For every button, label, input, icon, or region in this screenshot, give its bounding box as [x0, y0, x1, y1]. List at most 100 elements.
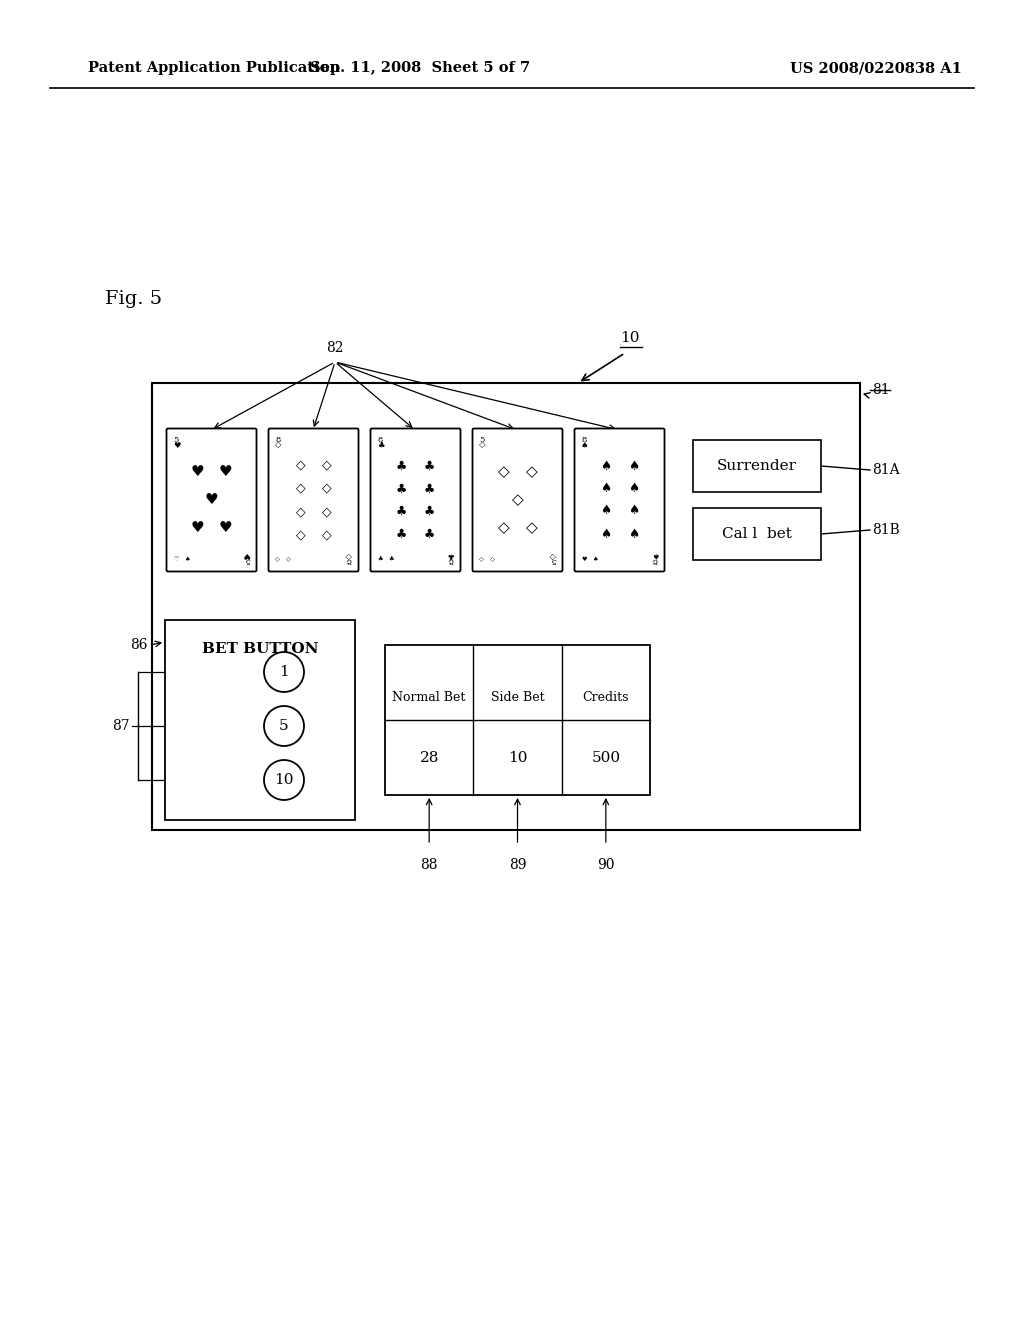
Text: ◇: ◇: [275, 557, 280, 562]
Text: ◇: ◇: [296, 482, 305, 495]
Text: ♥: ♥: [190, 520, 205, 536]
Text: ♣: ♣: [396, 528, 408, 540]
Text: ◇: ◇: [550, 550, 556, 560]
Text: ♥: ♥: [219, 465, 232, 479]
Text: 81: 81: [872, 383, 890, 397]
Text: ◇: ◇: [525, 465, 538, 479]
Text: ♠: ♠: [628, 504, 639, 517]
Text: ♠: ♠: [628, 528, 639, 540]
Text: ◇: ◇: [498, 520, 509, 536]
Text: ♥: ♥: [190, 465, 205, 479]
Text: ◇: ◇: [479, 557, 483, 562]
Text: ♣: ♣: [424, 528, 435, 540]
Text: ◇: ◇: [275, 441, 282, 450]
Text: BET BUTTON: BET BUTTON: [202, 642, 318, 656]
Text: 8: 8: [449, 556, 454, 564]
Text: ♥: ♥: [243, 550, 250, 560]
Text: ♠: ♠: [600, 528, 611, 540]
Text: ♣: ♣: [396, 459, 408, 473]
Text: ♠: ♠: [581, 441, 589, 450]
Circle shape: [264, 706, 304, 746]
Bar: [693, 440, 821, 492]
Text: 88: 88: [421, 858, 438, 873]
Text: Sep. 11, 2008  Sheet 5 of 7: Sep. 11, 2008 Sheet 5 of 7: [310, 61, 530, 75]
Text: 500: 500: [591, 751, 621, 764]
Text: ♡: ♡: [173, 557, 178, 562]
Text: ♣: ♣: [424, 504, 435, 517]
Text: ♠: ♠: [628, 483, 639, 495]
Text: 10: 10: [274, 774, 294, 787]
Text: ♠: ♠: [650, 550, 658, 560]
Text: ♥: ♥: [205, 492, 218, 507]
Text: ◇: ◇: [525, 520, 538, 536]
Text: 87: 87: [113, 719, 130, 733]
Text: Surrender: Surrender: [717, 459, 797, 473]
Text: 81A: 81A: [872, 463, 900, 477]
Text: ♣: ♣: [424, 459, 435, 473]
Text: ♥: ♥: [219, 520, 232, 536]
Text: ◇: ◇: [296, 506, 305, 519]
Bar: [693, 508, 821, 560]
Bar: [152, 383, 860, 830]
Text: Cal l  bet: Cal l bet: [722, 527, 792, 541]
Text: 81B: 81B: [872, 523, 900, 537]
Text: 5: 5: [173, 436, 178, 444]
Text: 5: 5: [479, 436, 484, 444]
Text: ♠: ♠: [600, 504, 611, 517]
Text: ◇: ◇: [490, 557, 495, 562]
Text: 10: 10: [508, 751, 527, 764]
Text: 89: 89: [509, 858, 526, 873]
Text: ♠: ♠: [600, 483, 611, 495]
Text: ◇: ◇: [296, 528, 305, 541]
Text: ◇: ◇: [296, 458, 305, 471]
Text: ♠: ♠: [628, 459, 639, 473]
Text: 1: 1: [280, 665, 289, 678]
Text: 28: 28: [420, 751, 439, 764]
Text: 8: 8: [275, 436, 281, 444]
Text: ◇: ◇: [322, 506, 332, 519]
Text: ♠: ♠: [592, 557, 598, 562]
Bar: [385, 645, 650, 795]
Text: ◇: ◇: [322, 482, 332, 495]
Text: Side Bet: Side Bet: [490, 690, 545, 704]
Text: ♠: ♠: [600, 459, 611, 473]
Text: ◇: ◇: [322, 458, 332, 471]
Text: ♣: ♣: [377, 557, 383, 562]
FancyBboxPatch shape: [268, 429, 358, 572]
Circle shape: [264, 760, 304, 800]
FancyBboxPatch shape: [574, 429, 665, 572]
Text: 82: 82: [327, 341, 344, 355]
Text: ◇: ◇: [286, 557, 291, 562]
Bar: [165, 620, 355, 820]
Text: US 2008/0220838 A1: US 2008/0220838 A1: [790, 61, 962, 75]
Text: ♠: ♠: [184, 557, 189, 562]
FancyBboxPatch shape: [371, 429, 461, 572]
Text: ♣: ♣: [396, 483, 408, 495]
FancyBboxPatch shape: [167, 429, 256, 572]
Text: ◇: ◇: [479, 441, 485, 450]
Text: 90: 90: [597, 858, 614, 873]
Text: ♣: ♣: [388, 557, 393, 562]
Text: ◇: ◇: [512, 492, 523, 507]
Text: ♣: ♣: [446, 550, 454, 560]
Text: ♥: ♥: [581, 557, 587, 562]
Circle shape: [264, 652, 304, 692]
Text: 8: 8: [581, 436, 587, 444]
Text: Patent Application Publication: Patent Application Publication: [88, 61, 340, 75]
Text: Fig. 5: Fig. 5: [105, 290, 162, 308]
Text: 10: 10: [620, 331, 640, 345]
Text: ♣: ♣: [424, 483, 435, 495]
Text: 5: 5: [245, 556, 250, 564]
Text: Normal Bet: Normal Bet: [392, 690, 466, 704]
Text: 86: 86: [130, 638, 148, 652]
Text: Credits: Credits: [583, 690, 629, 704]
Text: ◇: ◇: [322, 528, 332, 541]
FancyBboxPatch shape: [472, 429, 562, 572]
Text: 8: 8: [377, 436, 382, 444]
Text: ♣: ♣: [396, 504, 408, 517]
Text: ◇: ◇: [498, 465, 509, 479]
Text: 5: 5: [551, 556, 556, 564]
Text: 5: 5: [280, 719, 289, 733]
Text: ◇: ◇: [345, 550, 352, 560]
Text: ♥: ♥: [173, 441, 180, 450]
